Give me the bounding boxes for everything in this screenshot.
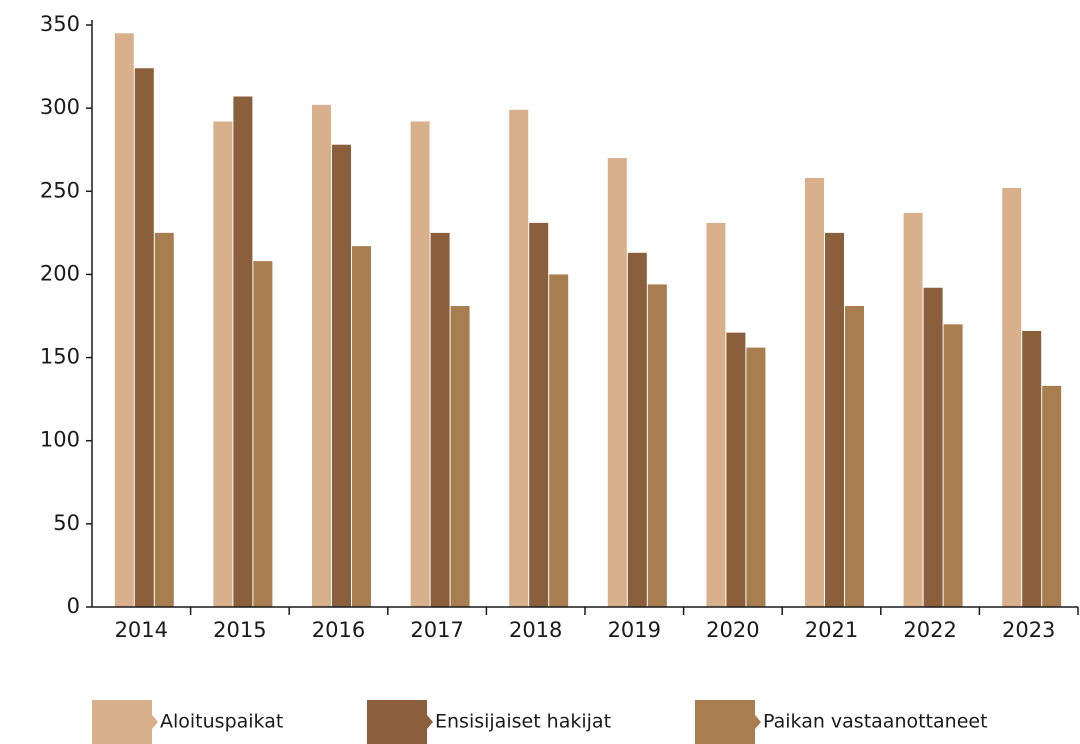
legend-arrow <box>427 715 433 729</box>
legend-text: Ensisijaiset hakijat <box>435 711 611 733</box>
bar <box>154 232 174 607</box>
bar <box>332 144 351 607</box>
bar <box>1022 330 1042 607</box>
legend-swatch <box>367 700 427 744</box>
legend-text: Paikan vastaanottaneet <box>763 711 988 733</box>
bar <box>549 274 569 607</box>
x-tick-label: 2017 <box>410 618 463 642</box>
bar <box>352 246 371 607</box>
y-tick-label: 350 <box>40 12 80 36</box>
bar <box>509 109 529 607</box>
x-tick-label: 2021 <box>805 618 858 642</box>
bar <box>627 252 647 607</box>
y-tick-label: 250 <box>40 178 80 202</box>
legend-arrow <box>152 715 158 729</box>
y-tick-label: 300 <box>40 95 80 119</box>
legend-swatch <box>695 700 755 744</box>
bar <box>430 232 450 607</box>
legend-swatch <box>92 700 152 744</box>
bar <box>647 284 667 607</box>
y-tick-label: 200 <box>40 261 80 285</box>
y-tick-label: 150 <box>40 345 80 369</box>
x-tick-label: 2018 <box>509 618 562 642</box>
bar <box>746 347 766 607</box>
bar <box>450 306 470 607</box>
x-tick-label: 2016 <box>312 618 365 642</box>
bar <box>607 158 627 607</box>
x-tick-label: 2014 <box>115 618 168 642</box>
bar <box>706 222 726 607</box>
x-tick-label: 2020 <box>706 618 759 642</box>
x-tick-label: 2019 <box>608 618 661 642</box>
y-tick-label: 0 <box>67 594 80 618</box>
bar <box>253 261 273 607</box>
bar <box>825 232 844 607</box>
bar <box>213 121 233 608</box>
bar <box>410 121 430 608</box>
bar <box>943 324 963 607</box>
bar <box>903 212 923 607</box>
bar <box>923 287 943 607</box>
bar <box>1042 385 1062 607</box>
y-tick-label: 50 <box>53 511 80 535</box>
legend-text: Aloituspaikat <box>160 711 283 733</box>
legend-arrow <box>755 715 761 729</box>
x-tick-label: 2023 <box>1002 618 1055 642</box>
bar <box>845 306 864 607</box>
bar <box>233 96 253 607</box>
bar <box>529 222 549 607</box>
bar <box>114 33 134 608</box>
bar <box>312 104 331 608</box>
x-tick-label: 2015 <box>213 618 266 642</box>
y-tick-label: 100 <box>40 428 80 452</box>
x-tick-label: 2022 <box>903 618 956 642</box>
bar <box>726 332 746 607</box>
bar <box>134 68 154 608</box>
bar <box>1002 187 1022 607</box>
bar <box>805 177 824 608</box>
